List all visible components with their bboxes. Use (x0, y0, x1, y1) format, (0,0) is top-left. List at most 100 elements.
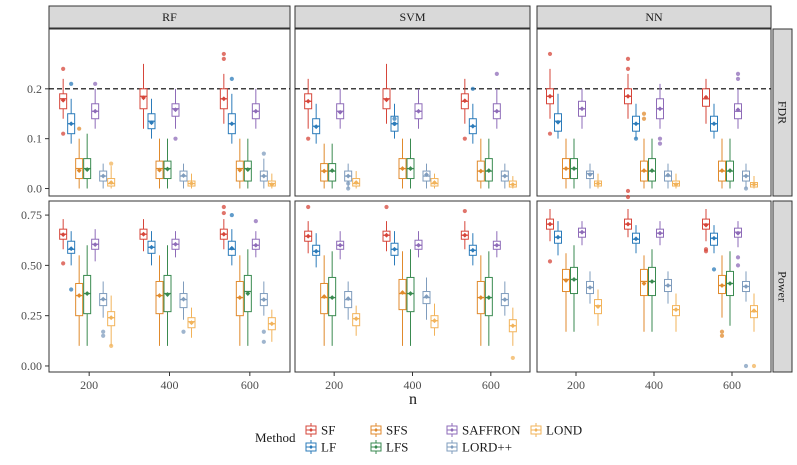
mean-marker (305, 233, 311, 239)
legend-key-mean (374, 445, 378, 449)
outlier-point (61, 261, 66, 266)
box-lfs-n200 (570, 138, 578, 189)
box-saffron-n400 (171, 231, 180, 258)
x-tick-label: 600 (482, 378, 500, 392)
mean-marker (408, 291, 413, 296)
mean-marker (703, 222, 709, 228)
mean-marker (345, 296, 351, 301)
outlier-point (462, 208, 467, 214)
mean-marker (673, 307, 679, 313)
mean-marker (149, 120, 154, 126)
mean-marker (478, 168, 484, 174)
box-sf-n600 (460, 78, 469, 141)
box-lord++-n400 (422, 277, 431, 320)
box-lond-n600 (750, 176, 758, 189)
box-lfs-n400 (163, 138, 172, 189)
legend-label: LFS (386, 440, 408, 455)
box-lord++-n400 (664, 163, 672, 189)
mean-marker (408, 166, 413, 171)
row-strip-power (772, 200, 793, 373)
legend-item-saffron: SAFFRON (446, 423, 521, 438)
y-tick-label: 0.75 (21, 208, 42, 222)
outlier-point (261, 329, 266, 334)
outlier-point (641, 111, 647, 116)
box-lond-n400 (430, 173, 439, 189)
box-lf-n600 (710, 103, 718, 139)
column-strip-nn (536, 5, 772, 29)
mean-marker (237, 295, 243, 300)
mean-marker (462, 232, 468, 238)
outlier-point (173, 136, 178, 141)
mean-marker (502, 297, 508, 302)
box-saffron-n600 (734, 71, 742, 129)
box-lord++-n600 (500, 281, 509, 316)
mean-marker (595, 181, 601, 186)
x-tick-label: 600 (723, 378, 741, 392)
panel-fdr-svm (294, 28, 531, 197)
box-saffron-n600 (251, 219, 260, 258)
mean-marker (269, 321, 275, 327)
box-sf-n200 (546, 209, 554, 264)
box-lfs-n200 (328, 143, 337, 189)
outlier-point (392, 116, 397, 121)
y-tick-label: 0.00 (21, 359, 42, 373)
mean-marker (571, 166, 577, 171)
mean-marker (157, 167, 162, 173)
mean-marker (329, 168, 335, 173)
box-lfs-n400 (406, 249, 415, 346)
outlier-point (510, 355, 515, 361)
box-saffron-n200 (91, 81, 100, 129)
mean-marker (84, 167, 90, 172)
outlier-point (261, 151, 266, 156)
panel-fdr-nn (536, 28, 772, 197)
box-saffron-n400 (414, 88, 423, 129)
mean-marker (462, 98, 468, 104)
outlier-point (494, 71, 499, 76)
mean-marker (494, 242, 500, 248)
x-tick-label: 400 (645, 378, 663, 392)
mean-marker (221, 96, 227, 102)
outlier-point (735, 255, 741, 260)
x-tick-label: 200 (567, 378, 585, 392)
box-saffron-n400 (656, 83, 664, 146)
box-lord++-n400 (422, 163, 431, 189)
mean-marker (173, 241, 178, 247)
mean-marker (76, 168, 82, 173)
box-lond-n600 (267, 173, 276, 189)
outlier-point (547, 131, 553, 136)
box-sf-n600 (219, 204, 228, 250)
box-sf-n400 (139, 219, 148, 252)
box-sfs-n200 (320, 255, 329, 346)
outlier-point (346, 186, 351, 191)
legend-item-lordplusplus: LORD++ (446, 440, 512, 455)
mean-marker (337, 242, 343, 248)
box-lf-n600 (227, 76, 236, 144)
box-lfs-n200 (83, 245, 92, 346)
box-sfs-n400 (640, 255, 648, 332)
x-axis-title: n (409, 391, 417, 408)
outlier-point (735, 263, 741, 268)
box-lond-n200 (352, 171, 361, 189)
mean-marker (416, 108, 421, 114)
box-saffron-n600 (492, 231, 501, 258)
mean-marker (68, 121, 74, 127)
column-strip-label: NN (645, 10, 663, 24)
x-tick-label: 200 (325, 378, 343, 392)
mean-marker (486, 168, 492, 173)
mean-marker (735, 230, 741, 236)
box-sf-n600 (702, 78, 710, 124)
outlier-point (69, 81, 74, 86)
box-lf-n400 (632, 225, 640, 254)
outlier-point (462, 136, 467, 141)
mean-marker (345, 173, 351, 179)
mean-marker (384, 97, 389, 103)
outlier-point (221, 204, 226, 210)
box-sf-n400 (382, 204, 391, 252)
box-lf-n200 (67, 81, 76, 144)
mean-marker (400, 166, 405, 171)
outlier-point (93, 81, 98, 86)
box-lfs-n400 (163, 245, 172, 346)
mean-marker (313, 248, 319, 254)
outlier-point (719, 329, 725, 334)
